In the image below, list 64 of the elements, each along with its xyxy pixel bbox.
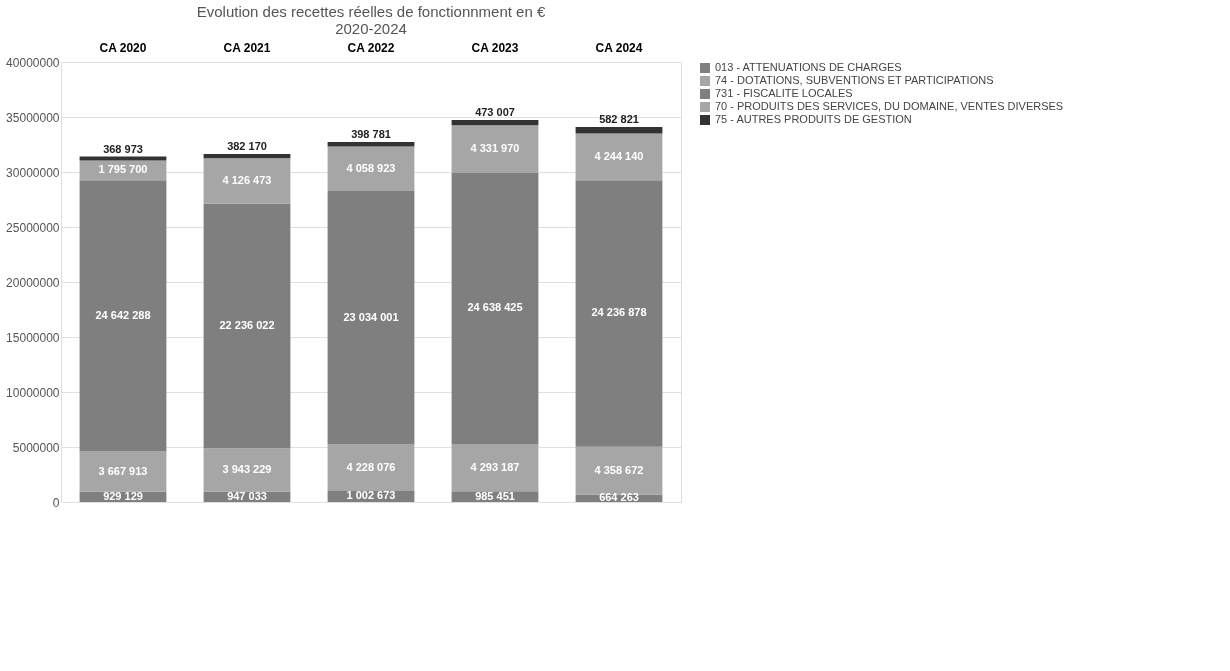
legend-label: 74 - DOTATIONS, SUBVENTIONS ET PARTICIPATIONS [715, 74, 994, 86]
data-label: 4 126 473 [222, 173, 272, 186]
chart-title: Evolution des recettes réelles de fonctionnment en € 2020-2024 [196, 3, 546, 37]
y-tick-label: 10000000 [6, 385, 60, 400]
bar [79, 451, 167, 492]
data-label: 24 638 425 [467, 301, 523, 314]
legend-label: 013 - ATTENUATIONS DE CHARGES [715, 61, 902, 73]
bar [451, 172, 539, 444]
data-label: 3 667 913 [98, 464, 148, 477]
bar [327, 191, 415, 445]
data-label: 24 236 878 [591, 306, 647, 319]
data-label: 368 973 [103, 142, 143, 155]
y-tick-label: 5000000 [12, 440, 60, 455]
y-tick-label: 15000000 [6, 330, 60, 345]
bar [327, 142, 415, 147]
legend-label: 70 - PRODUITS DES SERVICES, DU DOMAINE, VENTES DIVERSES [715, 100, 1064, 112]
bar [451, 125, 539, 173]
data-label: 947 033 [227, 489, 267, 502]
bar [79, 180, 167, 452]
x-tick-label: CA 2020 [99, 40, 147, 55]
x-tick-label: CA 2023 [471, 40, 519, 55]
bar [203, 154, 291, 159]
data-label: 4 358 672 [594, 463, 644, 476]
bar [203, 448, 291, 492]
data-label: 4 293 187 [470, 460, 520, 473]
data-label: 1 002 673 [346, 489, 396, 502]
data-label: 664 263 [599, 491, 639, 504]
legend-label: 75 - AUTRES PRODUITS DE GESTION [715, 113, 912, 125]
data-label: 473 007 [475, 106, 515, 119]
bar [327, 444, 415, 491]
x-tick-label: CA 2024 [595, 40, 643, 55]
bar [79, 156, 167, 161]
bar [451, 120, 539, 126]
x-tick-label: CA 2021 [223, 40, 271, 55]
y-tick-label: 25000000 [6, 220, 60, 235]
data-label: 4 331 970 [470, 142, 520, 155]
data-label: 929 129 [103, 489, 143, 502]
bar [327, 146, 415, 192]
y-tick-label: 0 [52, 495, 60, 510]
data-label: 1 795 700 [98, 163, 148, 176]
data-label: 23 034 001 [343, 310, 399, 323]
data-label: 4 058 923 [346, 161, 396, 174]
bar [575, 133, 663, 181]
y-tick-label: 20000000 [6, 275, 60, 290]
data-label: 985 451 [475, 489, 515, 502]
legend-label: 731 - FISCALITE LOCALES [715, 87, 853, 99]
y-tick-label: 30000000 [6, 165, 60, 180]
data-label: 382 170 [227, 140, 267, 153]
bar [451, 443, 539, 492]
bar [203, 158, 291, 204]
data-label: 24 642 288 [95, 308, 151, 321]
data-label: 398 781 [351, 128, 391, 141]
bar [575, 180, 663, 447]
bar [575, 446, 663, 495]
y-tick-label: 40000000 [6, 55, 60, 70]
data-label: 4 228 076 [346, 460, 396, 473]
data-label: 3 943 229 [222, 462, 272, 475]
bar [575, 127, 663, 134]
y-tick-label: 35000000 [6, 110, 60, 125]
data-label: 22 236 022 [219, 318, 275, 331]
data-label: 4 244 140 [594, 149, 644, 162]
x-tick-label: CA 2022 [347, 40, 395, 55]
data-label: 582 821 [599, 113, 639, 126]
bar [203, 203, 291, 449]
